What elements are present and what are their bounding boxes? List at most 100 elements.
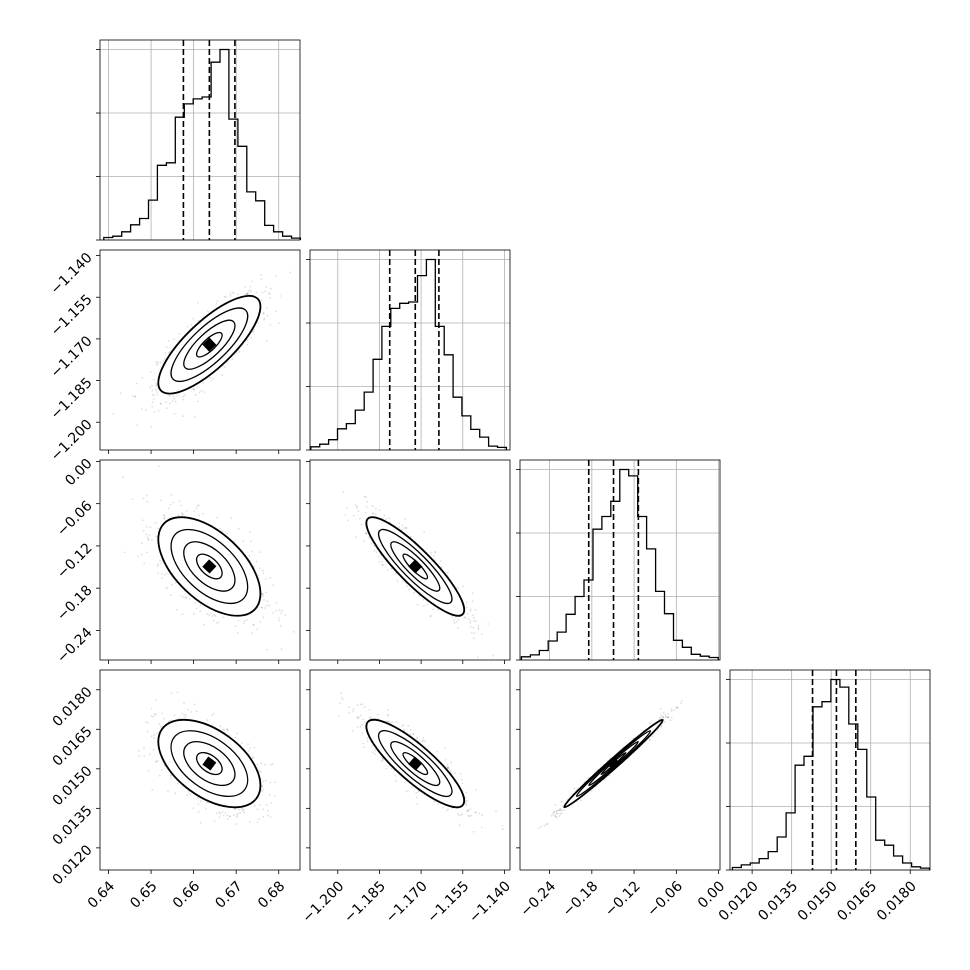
scatter-point	[192, 388, 195, 390]
scatter-point	[137, 555, 140, 557]
scatter-point	[143, 562, 146, 565]
scatter-point	[470, 814, 473, 817]
scatter-point	[163, 517, 166, 520]
scatter-point	[149, 371, 152, 373]
scatter-point	[255, 560, 258, 563]
scatter-point	[247, 289, 250, 292]
scatter-point	[159, 402, 162, 405]
scatter-point	[465, 791, 468, 794]
scatter-point	[150, 707, 153, 710]
scatter-point	[247, 749, 250, 752]
scatter-point	[266, 314, 269, 317]
scatter-point	[469, 620, 472, 622]
scatter-point	[151, 389, 154, 392]
scatter-point	[262, 808, 264, 810]
scatter-point	[233, 540, 236, 542]
scatter-point	[269, 781, 272, 784]
scatter-point	[423, 531, 426, 534]
scatter-point	[404, 781, 407, 784]
scatter-point	[231, 291, 234, 293]
scatter-point	[226, 817, 229, 820]
scatter-point	[219, 725, 222, 728]
panel-frame	[99, 249, 301, 451]
scatter-point	[363, 540, 365, 542]
scatter-point	[207, 310, 209, 313]
scatter-point	[195, 393, 197, 396]
scatter-point	[386, 709, 389, 711]
scatter-point	[160, 769, 163, 771]
scatter-point	[446, 766, 449, 768]
scatter-point	[472, 626, 475, 629]
scatter-point	[363, 746, 365, 749]
scatter-point	[131, 498, 134, 501]
scatter-point	[226, 532, 229, 535]
scatter-point	[262, 593, 264, 596]
scatter-point	[163, 517, 165, 519]
scatter-point	[372, 512, 375, 514]
scatter-point	[187, 790, 190, 793]
scatter-point	[158, 774, 161, 777]
scatter-point	[169, 774, 172, 777]
scatter-point	[216, 812, 218, 815]
scatter-point	[246, 293, 248, 296]
scatter-point	[148, 534, 151, 536]
scatter-point	[149, 753, 151, 756]
scatter-point	[176, 608, 178, 611]
density-panel-p1-p3	[306, 669, 511, 874]
scatter-point	[386, 568, 389, 571]
scatter-point	[275, 275, 278, 278]
scatter-point	[262, 815, 265, 818]
scatter-point	[247, 743, 250, 745]
scatter-point	[152, 748, 155, 751]
scatter-point	[278, 609, 281, 612]
scatter-point	[182, 395, 185, 398]
scatter-point	[253, 565, 256, 568]
scatter-point	[198, 514, 201, 517]
scatter-point	[270, 287, 272, 290]
scatter-point	[249, 289, 252, 292]
scatter-point	[374, 507, 377, 510]
contour-line	[390, 541, 441, 592]
scatter-point	[256, 628, 259, 631]
scatter-point	[184, 714, 187, 716]
scatter-point	[443, 747, 446, 749]
scatter-point	[146, 494, 148, 497]
scatter-point	[252, 756, 254, 759]
scatter-point	[260, 274, 262, 276]
scatter-point	[480, 633, 483, 636]
scatter-point	[264, 290, 266, 293]
scatter-point	[258, 567, 261, 570]
scatter-point	[269, 816, 272, 818]
scatter-point	[409, 536, 412, 538]
scatter-point	[239, 812, 242, 814]
scatter-point	[154, 699, 157, 701]
scatter-point	[186, 325, 189, 328]
scatter-point	[464, 616, 467, 619]
scatter-point	[404, 526, 407, 529]
scatter-point	[155, 760, 157, 763]
scatter-point	[409, 733, 412, 736]
scatter-point	[246, 339, 249, 341]
scatter-point	[266, 814, 269, 817]
scatter-point	[231, 358, 234, 361]
scatter-point	[422, 598, 425, 601]
scatter-point	[432, 608, 434, 610]
scatter-point	[226, 361, 229, 363]
scatter-point	[387, 720, 390, 723]
scatter-point	[150, 425, 153, 428]
scatter-point	[422, 737, 425, 739]
scatter-point	[434, 551, 437, 554]
scatter-point	[481, 814, 483, 816]
scatter-point	[163, 514, 165, 517]
scatter-point	[458, 824, 461, 827]
scatter-point	[212, 377, 214, 380]
scatter-point	[226, 814, 229, 817]
scatter-point	[378, 561, 380, 563]
scatter-point	[197, 811, 200, 813]
scatter-point	[157, 410, 160, 412]
scatter-point	[226, 728, 229, 730]
scatter-point	[221, 530, 224, 533]
scatter-point	[198, 391, 201, 394]
scatter-point	[256, 808, 259, 811]
scatter-point	[251, 632, 253, 635]
